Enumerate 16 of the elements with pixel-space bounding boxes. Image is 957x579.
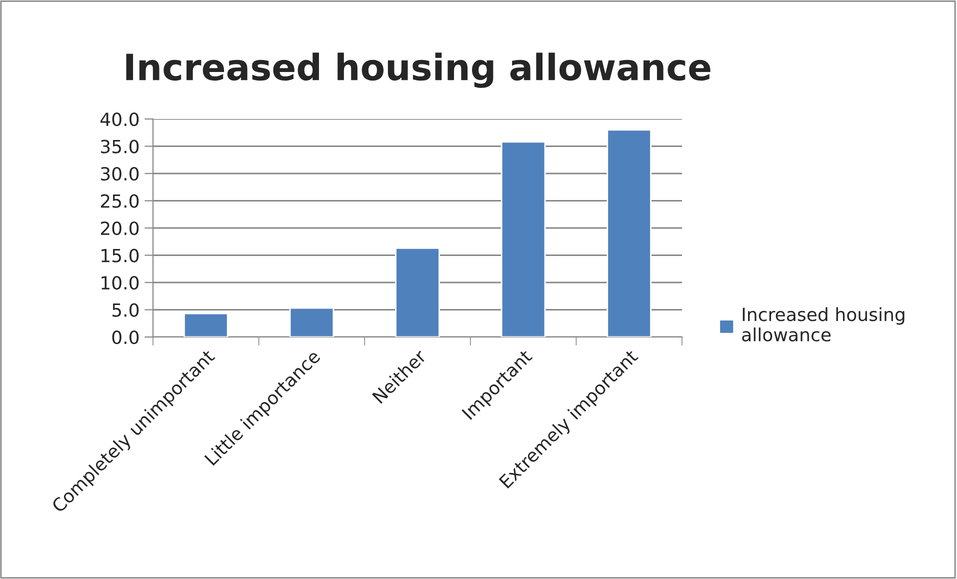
y-tick-label: 15.0	[102, 248, 139, 262]
bar	[184, 312, 228, 337]
y-tick-label: 40.0	[100, 112, 139, 126]
chart-title: Increased housing allowance	[126, 52, 710, 88]
y-tick-label: 30.0	[100, 166, 139, 181]
bar	[606, 129, 652, 337]
y-tick-label: 25.0	[100, 194, 139, 208]
y-tick-label: 35.0	[100, 140, 139, 154]
y-tick-label: 10.0	[102, 276, 139, 290]
y-tick-label: 5.0	[112, 303, 139, 317]
bar	[289, 307, 334, 337]
bar	[395, 247, 440, 337]
legend-label: Increased housing allowance	[742, 307, 904, 342]
y-tick-label: 20.0	[100, 221, 139, 236]
y-tick-label: 0.0	[112, 330, 139, 344]
bar	[500, 141, 546, 337]
